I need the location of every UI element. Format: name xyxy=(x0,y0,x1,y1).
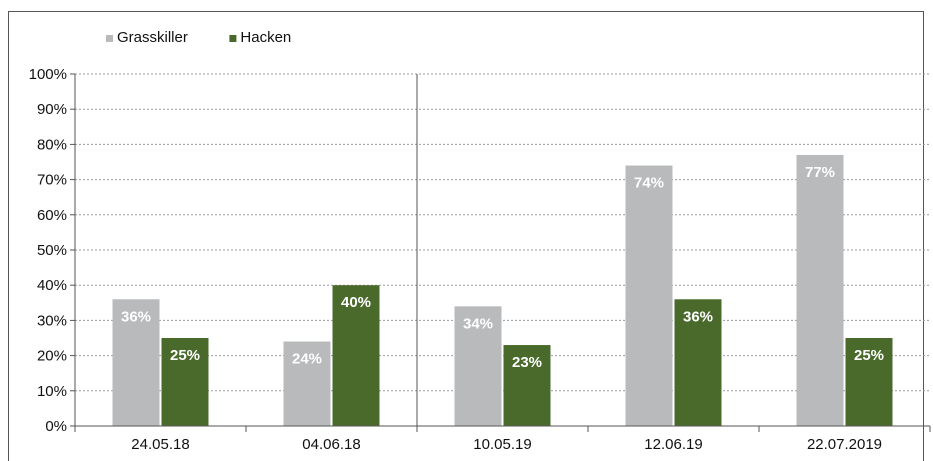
grid-layer xyxy=(75,73,930,392)
x-tick-label: 10.05.19 xyxy=(473,436,531,453)
y-tick-label: 10% xyxy=(37,383,67,400)
data-label: 40% xyxy=(341,294,371,311)
y-tick-label: 0% xyxy=(45,418,67,435)
bar-grasskiller-2 xyxy=(454,306,502,426)
bar-hacken-4 xyxy=(845,338,893,426)
y-tick-label: 80% xyxy=(37,136,67,153)
data-label: 36% xyxy=(121,308,151,325)
legend-label-grasskiller: Grasskiller xyxy=(117,29,188,46)
x-tick-label: 24.05.18 xyxy=(131,436,189,453)
data-label: 25% xyxy=(170,347,200,364)
legend-swatch-hacken xyxy=(229,35,237,42)
data-label: 34% xyxy=(463,315,493,332)
bar-hacken-1 xyxy=(332,285,380,426)
x-tick-label: 12.06.19 xyxy=(644,436,702,453)
bar-grasskiller-4 xyxy=(796,154,844,426)
legend: Grasskiller Hacken xyxy=(106,29,291,46)
x-tick-label: 04.06.18 xyxy=(302,436,360,453)
y-tick-label: 70% xyxy=(37,172,67,189)
x-tick-label: 22.07.2019 xyxy=(807,436,882,453)
bar-hacken-0 xyxy=(161,338,209,426)
y-tick-label: 50% xyxy=(37,242,67,259)
bar-hacken-2 xyxy=(503,345,551,426)
data-label: 77% xyxy=(805,164,835,181)
labels-layer: 36% 25% 24% 40% 34% 23% 74% 36% 77% 25% xyxy=(121,164,884,371)
legend-label-hacken: Hacken xyxy=(240,29,291,46)
bar-grasskiller-1 xyxy=(283,341,331,426)
data-label: 74% xyxy=(634,175,664,192)
data-label: 24% xyxy=(292,351,322,368)
axis-layer: 0% 10% 20% 30% 40% 50% 60% 70% 80% 90% 100% 24.05.1… xyxy=(29,66,931,453)
y-tick-label: 60% xyxy=(37,207,67,224)
legend-swatch-grasskiller xyxy=(106,35,113,42)
y-tick-label: 40% xyxy=(37,277,67,294)
y-tick-label: 100% xyxy=(29,66,67,83)
chart-border xyxy=(8,11,924,461)
data-label: 36% xyxy=(683,308,713,325)
data-label: 23% xyxy=(512,354,542,371)
data-label: 25% xyxy=(854,347,884,364)
y-tick-label: 90% xyxy=(37,101,67,118)
bar-grasskiller-0 xyxy=(112,299,160,426)
bars-layer xyxy=(112,154,893,426)
bar-grasskiller-3 xyxy=(625,165,673,426)
y-tick-label: 30% xyxy=(37,312,67,329)
y-tick-label: 20% xyxy=(37,348,67,365)
bar-hacken-3 xyxy=(674,299,722,426)
